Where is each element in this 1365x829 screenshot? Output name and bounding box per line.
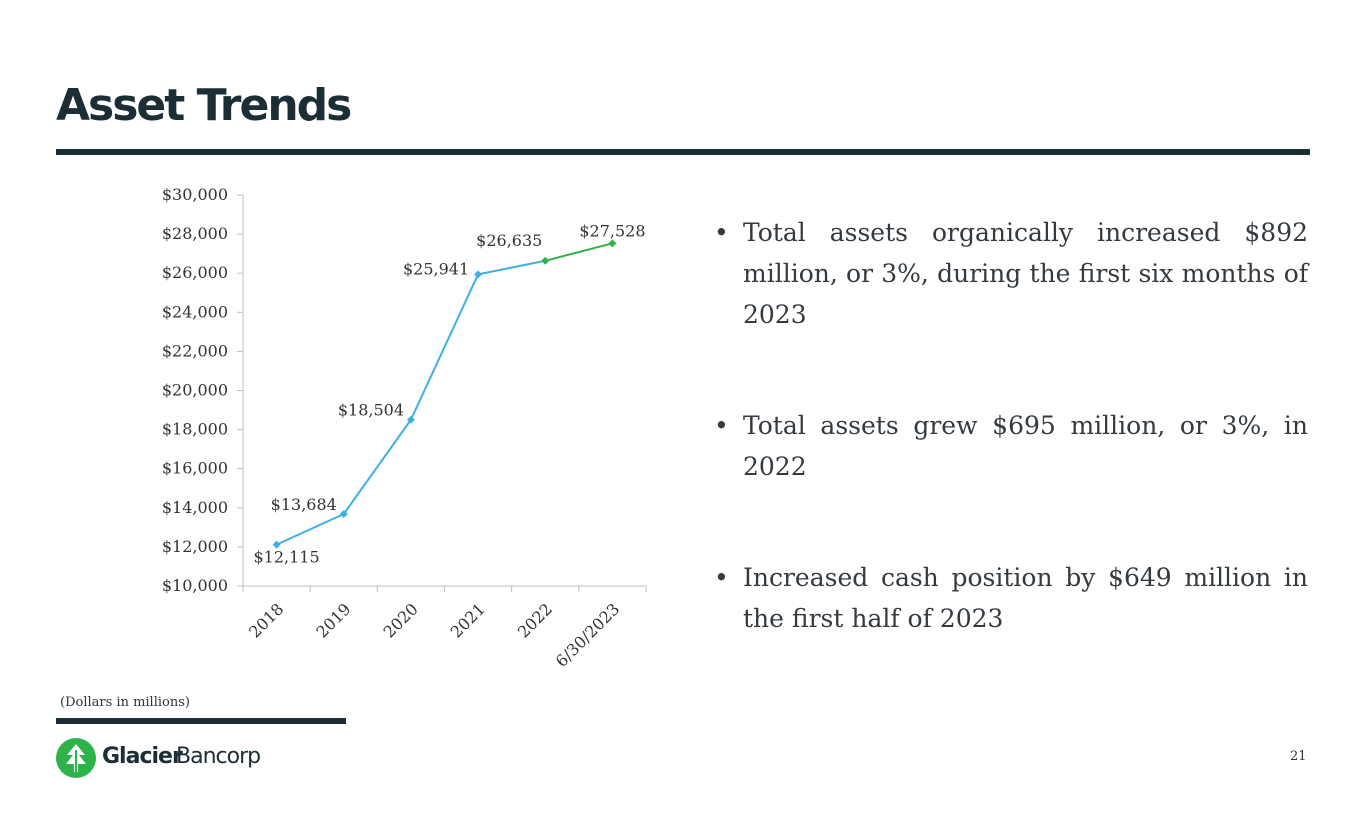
data-point-marker (339, 509, 348, 518)
logo-wordmark-glacier: Glacier (102, 744, 183, 769)
x-tick-label: 2020 (380, 599, 422, 641)
footnote: (Dollars in millions) (60, 695, 190, 710)
page-number: 21 (1290, 749, 1307, 764)
y-tick-label: $16,000 (162, 459, 228, 478)
bullet-list: • Total assets organically increased $89… (714, 212, 1308, 709)
series-line-segment (276, 513, 345, 546)
page-title: Asset Trends (56, 80, 352, 131)
x-tick-label: 2021 (447, 599, 489, 641)
y-tick-label: $12,000 (162, 537, 228, 556)
chart-points (272, 239, 617, 549)
bullet-dot: • (714, 411, 729, 440)
y-tick-label: $22,000 (162, 341, 228, 360)
y-tick-label: $24,000 (162, 302, 228, 321)
series-line-segment (544, 242, 613, 262)
y-tick-label: $30,000 (162, 185, 228, 204)
data-label: $26,635 (476, 231, 542, 250)
title-divider (56, 149, 1310, 155)
bullet-text: Total assets organically increased $892 … (743, 218, 1308, 329)
glacier-leaf-icon (56, 738, 96, 778)
data-label: $13,684 (271, 495, 337, 514)
chart-y-ticks: $10,000 $12,000 $14,000 $16,000 $18,000 $20,0… (162, 185, 243, 595)
y-tick-label: $26,000 (162, 263, 228, 282)
bullet-item: • Total assets grew $695 million, or 3%,… (714, 405, 1308, 487)
series-line-segment (410, 273, 479, 421)
series-line-segment (477, 259, 546, 276)
logo-wordmark-bancorp: Bancorp (176, 744, 261, 769)
x-tick-label: 2018 (245, 599, 287, 641)
bullet-dot: • (714, 563, 729, 592)
footnote-divider (56, 718, 346, 724)
y-tick-label: $28,000 (162, 224, 228, 243)
chart-series-lines (276, 242, 613, 546)
chart-data-labels: $12,115 $13,684 $18,504 $25,941 $26,635 $27,5… (253, 221, 645, 566)
y-tick-label: $18,000 (162, 420, 228, 439)
company-logo: Glacier Bancorp (56, 737, 276, 779)
y-tick-label: $10,000 (162, 576, 228, 595)
y-tick-label: $20,000 (162, 381, 228, 400)
bullet-text: Total assets grew $695 million, or 3%, i… (743, 411, 1308, 481)
x-tick-label: 6/30/2023 (552, 599, 623, 670)
data-label: $18,504 (338, 401, 404, 420)
bullet-text: Increased cash position by $649 million … (743, 563, 1308, 633)
data-point-marker (406, 415, 415, 424)
x-tick-label: 2022 (514, 599, 556, 641)
data-label: $25,941 (403, 259, 469, 278)
data-point-marker (474, 270, 483, 279)
data-point-marker (272, 540, 281, 549)
bullet-item: • Total assets organically increased $89… (714, 212, 1308, 335)
data-label: $27,528 (579, 221, 645, 240)
x-tick-label: 2019 (312, 599, 354, 641)
bullet-dot: • (714, 218, 729, 247)
data-point-marker (608, 239, 617, 248)
bullet-item: • Increased cash position by $649 millio… (714, 557, 1308, 639)
series-line-segment (342, 419, 412, 515)
y-tick-label: $14,000 (162, 498, 228, 517)
asset-trends-chart: $10,000 $12,000 $14,000 $16,000 $18,000 $20,0… (162, 185, 647, 671)
chart-axes (242, 195, 646, 587)
data-label: $12,115 (253, 548, 319, 567)
data-point-marker (541, 256, 550, 265)
